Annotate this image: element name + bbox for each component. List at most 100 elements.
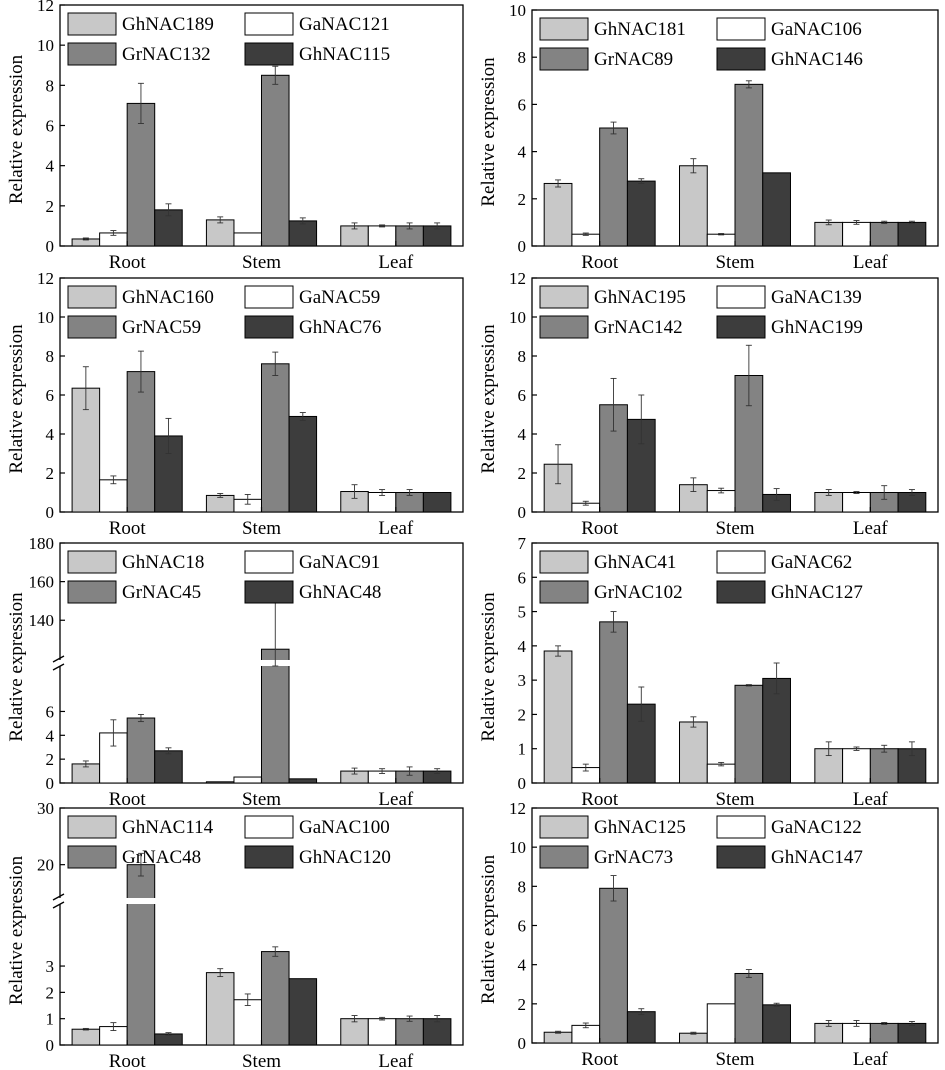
- x-category-label: Root: [581, 789, 619, 810]
- x-category-label: Leaf: [378, 789, 413, 810]
- error-bar-GrNAC59-Leaf: [406, 489, 413, 496]
- legend-item-GaNAC100: GaNAC100: [244, 815, 390, 839]
- y-axis-title: Relative expression: [478, 854, 499, 1004]
- legend-swatch: [539, 550, 589, 574]
- error-bar-GhNAC146-Root: [638, 178, 645, 184]
- bar-GrNAC89-Stem: [734, 83, 764, 247]
- legend-label: GaNAC62: [771, 552, 852, 573]
- bar-GhNAC189-Stem: [205, 219, 235, 247]
- legend-swatch: [716, 17, 766, 41]
- y-axis-title: Relative expression: [6, 54, 27, 204]
- bar-GrNAC132-Root: [126, 102, 156, 247]
- legend-item-GhNAC18: GhNAC18: [67, 550, 204, 574]
- x-category-label: Root: [581, 1049, 619, 1070]
- y-tick-label: 4: [518, 425, 527, 444]
- error-bar-GaNAC106-Leaf: [853, 220, 860, 225]
- x-category-label: Root: [109, 518, 147, 539]
- error-bar-GhNAC76-Root: [165, 417, 172, 454]
- error-bar-GrNAC73-Root: [610, 875, 617, 902]
- error-bar-GaNAC59-Stem: [244, 494, 251, 505]
- y-tick-label: 30: [37, 799, 54, 818]
- error-bar-GrNAC73-Leaf: [881, 1021, 888, 1025]
- bar-GaNAC106-Stem: [706, 233, 736, 247]
- y-tick-label: 12: [37, 0, 54, 15]
- axis-break-mark: [52, 655, 65, 663]
- legend-label: GhNAC115: [299, 44, 390, 65]
- y-tick-label: 0: [518, 237, 527, 256]
- legend-item-GaNAC59: GaNAC59: [244, 285, 380, 309]
- legend-swatch: [244, 580, 294, 604]
- y-tick-label: 10: [509, 308, 526, 327]
- legend-swatch: [67, 580, 117, 604]
- legend-label: GaNAC59: [299, 287, 380, 308]
- error-bar-GaNAC62-Root: [582, 763, 589, 772]
- error-bar-GhNAC160-Leaf: [351, 484, 358, 499]
- y-tick-label: 4: [46, 425, 55, 444]
- error-bar-GrNAC59-Stem: [272, 351, 279, 376]
- y-tick-label: 2: [46, 750, 55, 769]
- legend-label: GaNAC139: [771, 287, 862, 308]
- legend-swatch: [539, 580, 589, 604]
- bar-GhNAC76-Stem: [288, 415, 318, 513]
- bar-GrNAC102-Stem: [734, 684, 764, 784]
- legend-item-GhNAC76: GhNAC76: [244, 315, 381, 339]
- legend-swatch: [716, 550, 766, 574]
- y-tick-label: 6: [46, 702, 55, 721]
- error-bar-GhNAC127-Root: [638, 686, 645, 722]
- x-category-label: Stem: [242, 1051, 281, 1070]
- bar-GhNAC160-Stem: [205, 494, 235, 513]
- error-bar-GrNAC45-Root: [137, 713, 144, 723]
- x-category-label: Stem: [715, 252, 754, 273]
- bar-GhNAC114-Root: [71, 1028, 101, 1046]
- y-tick-label: 10: [509, 1, 526, 20]
- error-bar-GrNAC102-Leaf: [881, 744, 888, 753]
- bar-GaNAC91-Stem: [233, 776, 263, 784]
- y-tick-label: 2: [518, 190, 527, 209]
- error-bar-GrNAC132-Stem: [272, 65, 279, 85]
- error-bar-GhNAC115-Leaf: [434, 222, 441, 230]
- legend-item-GaNAC62: GaNAC62: [716, 550, 852, 574]
- chart-panel-7: 0 1 2 3 20 30 Relative expression Root Stem Leaf G…: [6, 799, 464, 1070]
- bar-GrNAC48-Leaf: [395, 1018, 424, 1046]
- error-bar-GhNAC114-Stem: [217, 968, 224, 978]
- error-bar-GhNAC48-Leaf: [434, 768, 441, 774]
- chart-panel-4: 0 2 4 6 8 10 12 Relative expression Root Stem Leaf…: [478, 269, 939, 539]
- bar-break-gap: [126, 898, 156, 904]
- error-bar-GrNAC142-Stem: [745, 344, 752, 407]
- error-bar-GaNAC100-Root: [110, 1022, 117, 1031]
- bar-GhNAC114-Stem: [205, 972, 235, 1046]
- y-tick-label: 6: [518, 568, 527, 587]
- y-tick-label: 2: [518, 705, 527, 724]
- error-bar-GaNAC91-Leaf: [379, 768, 386, 774]
- legend-label: GrNAC102: [594, 582, 683, 603]
- chart-panel-3: 0 2 4 6 8 10 12 Relative expression Root Stem Leaf…: [6, 269, 464, 539]
- y-tick-label: 8: [46, 76, 55, 95]
- y-tick-label: 6: [46, 386, 55, 405]
- chart-panel-2: 0 2 4 6 8 10 Relative expression Root Stem Leaf Gh…: [478, 1, 939, 273]
- y-axis-title: Relative expression: [6, 324, 27, 474]
- legend-swatch: [67, 12, 117, 36]
- legend-label: GaNAC91: [299, 552, 380, 573]
- legend-label: GhNAC125: [594, 817, 686, 838]
- x-category-label: Stem: [242, 252, 281, 273]
- error-bar-GaNAC59-Root: [110, 475, 117, 485]
- error-bar-GrNAC142-Root: [610, 377, 617, 432]
- error-bar-GhNAC199-Leaf: [908, 489, 915, 496]
- legend-swatch: [716, 47, 766, 71]
- legend-label: GhNAC199: [771, 317, 863, 338]
- legend-swatch: [67, 845, 117, 869]
- y-tick-label: 1: [518, 740, 527, 759]
- error-bar-GrNAC59-Root: [137, 350, 144, 393]
- y-tick-label: 0: [518, 774, 527, 793]
- chart-panel-6: 0 1 2 3 4 5 6 7 Relative expression Root Stem Leaf G…: [478, 534, 939, 810]
- error-bar-GhNAC127-Stem: [773, 662, 780, 695]
- error-bar-GhNAC125-Stem: [690, 1031, 697, 1035]
- y-tick-label: 4: [518, 637, 527, 656]
- bar-GhNAC146-Leaf: [897, 221, 927, 247]
- error-bar-GrNAC142-Leaf: [881, 485, 888, 500]
- error-bar-GhNAC160-Stem: [217, 493, 224, 498]
- bar-GhNAC147-Stem: [762, 1004, 791, 1044]
- error-bar-GhNAC115-Stem: [299, 217, 306, 225]
- bar-GhNAC125-Root: [543, 1031, 573, 1044]
- y-tick-label: 6: [518, 386, 527, 405]
